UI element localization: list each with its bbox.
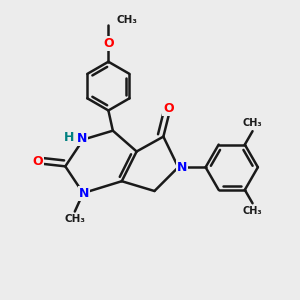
Text: CH₃: CH₃ (243, 206, 262, 216)
Text: H: H (64, 131, 74, 144)
Text: N: N (177, 161, 187, 174)
Text: N: N (77, 132, 87, 145)
Text: O: O (164, 102, 174, 115)
Text: O: O (103, 37, 114, 50)
Text: CH₃: CH₃ (117, 14, 138, 25)
Text: N: N (79, 187, 89, 200)
Text: O: O (32, 155, 43, 168)
Text: CH₃: CH₃ (64, 214, 85, 224)
Text: CH₃: CH₃ (243, 118, 262, 128)
